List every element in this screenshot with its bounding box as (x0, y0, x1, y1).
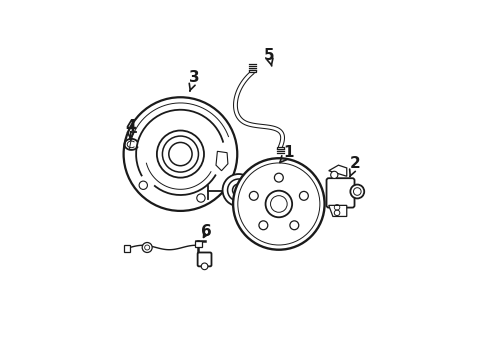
Circle shape (142, 243, 152, 252)
Polygon shape (216, 151, 228, 171)
Circle shape (290, 221, 299, 230)
Polygon shape (329, 205, 347, 216)
FancyBboxPatch shape (195, 241, 202, 247)
Circle shape (157, 131, 204, 177)
Circle shape (266, 191, 292, 217)
Text: 2: 2 (350, 156, 361, 177)
Text: 6: 6 (201, 224, 212, 239)
Text: 4: 4 (125, 119, 136, 140)
Circle shape (233, 158, 324, 250)
Circle shape (350, 185, 364, 198)
Circle shape (139, 181, 147, 189)
Circle shape (162, 136, 198, 172)
FancyBboxPatch shape (326, 178, 355, 208)
FancyBboxPatch shape (123, 245, 130, 252)
Circle shape (274, 173, 283, 182)
Circle shape (334, 210, 340, 216)
Circle shape (331, 171, 338, 179)
Circle shape (222, 174, 255, 206)
Circle shape (259, 221, 268, 230)
Circle shape (201, 263, 208, 270)
Text: 5: 5 (264, 48, 274, 66)
Circle shape (249, 192, 258, 200)
Circle shape (197, 194, 205, 202)
FancyBboxPatch shape (249, 70, 256, 72)
Polygon shape (329, 165, 347, 176)
Circle shape (299, 192, 308, 200)
FancyBboxPatch shape (197, 252, 212, 266)
Circle shape (169, 143, 192, 166)
Circle shape (123, 97, 237, 211)
Text: 3: 3 (189, 70, 199, 91)
FancyBboxPatch shape (277, 147, 284, 149)
Text: 1: 1 (280, 145, 294, 162)
